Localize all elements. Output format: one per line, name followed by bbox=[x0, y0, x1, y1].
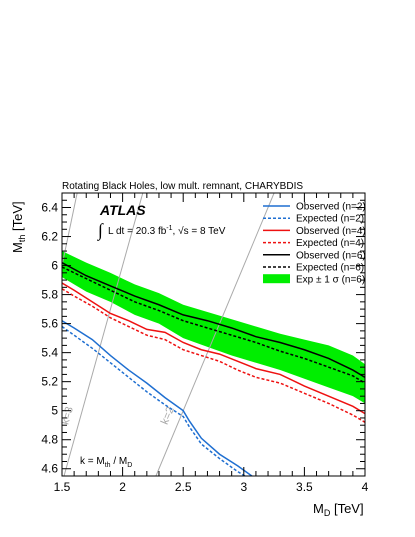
legend-entry: Expected (n=6) bbox=[296, 263, 364, 274]
legend-entry: Exp ± 1 σ (n=6) bbox=[296, 275, 365, 286]
y-tick-label: 5.8 bbox=[41, 288, 58, 302]
y-tick-label: 5 bbox=[51, 404, 58, 418]
sigma-band bbox=[62, 251, 365, 404]
k-line bbox=[155, 193, 275, 476]
k-line bbox=[63, 193, 144, 476]
y-tick-label: 5.6 bbox=[41, 317, 58, 331]
series-layer bbox=[62, 262, 365, 476]
axis-ticks: 4.6 4.8 5 5.2 5.4 5.6 5.8 6 6.2 6.4 1.5 2 2.5 3 3.5 4 bbox=[41, 192, 369, 494]
x-tick-label: 2.5 bbox=[175, 480, 192, 494]
legend: Observed (n=2)Expected (n=2)Observed (n=… bbox=[263, 202, 366, 286]
chart-title: Rotating Black Holes, low mult. remnant,… bbox=[62, 181, 303, 192]
plot-frame bbox=[61, 192, 366, 477]
legend-entry: Observed (n=6) bbox=[296, 250, 366, 261]
series-line bbox=[62, 282, 365, 415]
x-axis-title: MD [TeV] bbox=[313, 501, 364, 518]
y-tick-label: 5.4 bbox=[41, 346, 58, 360]
k-definition: k = Mth / MD bbox=[80, 456, 132, 469]
y-axis-title: Mth [TeV] bbox=[10, 201, 27, 253]
series-line bbox=[62, 266, 365, 384]
x-tick-label: 4 bbox=[362, 480, 369, 494]
x-tick-label: 3.5 bbox=[296, 480, 313, 494]
series-line bbox=[62, 288, 365, 423]
k-line-label: k=2 bbox=[159, 405, 177, 426]
x-tick-label: 1.5 bbox=[54, 480, 71, 494]
legend-entry: Expected (n=4) bbox=[296, 238, 364, 249]
series-line bbox=[62, 320, 254, 476]
y-tick-label: 6 bbox=[51, 259, 58, 273]
legend-entry: Observed (n=4) bbox=[296, 226, 366, 237]
legend-swatch bbox=[263, 274, 290, 284]
legend-entry: Observed (n=2) bbox=[296, 202, 366, 213]
y-tick-label: 6.4 bbox=[41, 201, 58, 215]
y-tick-label: 5.2 bbox=[41, 375, 58, 389]
y-tick-label: 4.8 bbox=[41, 433, 58, 447]
legend-entry: Expected (n=2) bbox=[296, 214, 364, 225]
band-layer bbox=[62, 251, 365, 404]
k-line bbox=[62, 193, 78, 269]
integral-sign: ∫ bbox=[97, 220, 104, 241]
x-tick-label: 3 bbox=[240, 480, 247, 494]
series-line bbox=[62, 325, 247, 476]
luminosity-text: L dt = 20.3 fb-1, √s = 8 TeV bbox=[108, 225, 226, 237]
y-tick-label: 4.6 bbox=[41, 462, 58, 476]
x-tick-label: 2 bbox=[119, 480, 126, 494]
series-line bbox=[62, 262, 365, 378]
atlas-label: ATLAS bbox=[99, 202, 146, 218]
y-tick-label: 6.2 bbox=[41, 230, 58, 244]
